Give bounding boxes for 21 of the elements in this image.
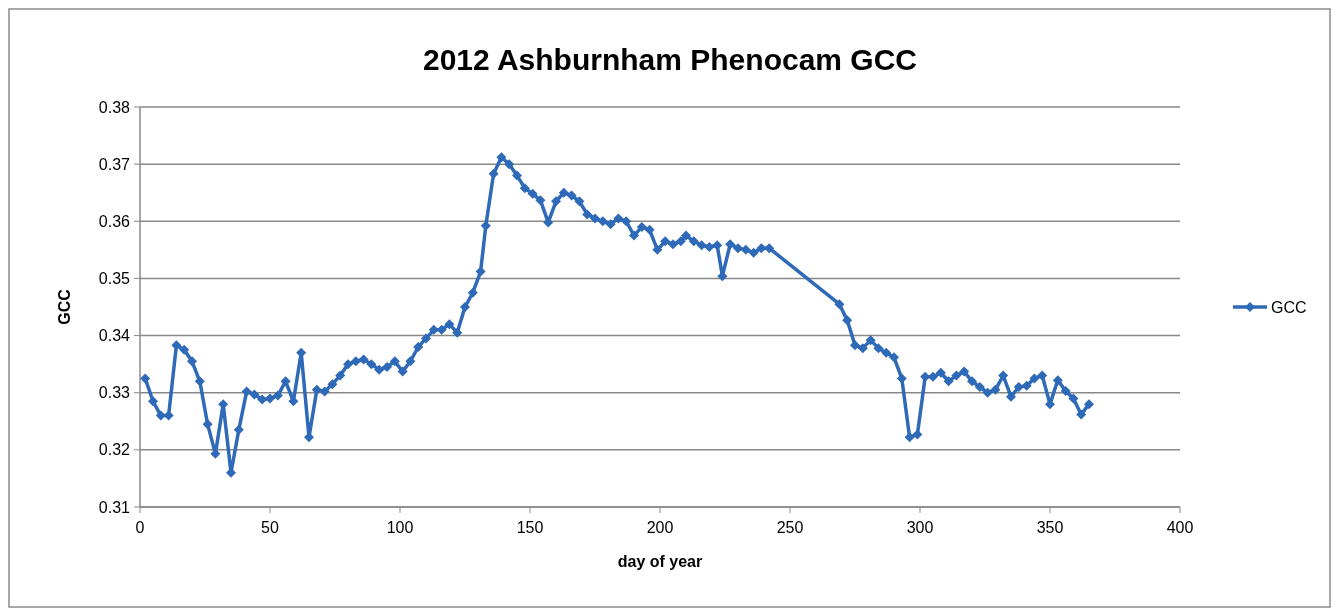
y-axis-title: GCC [56,288,73,325]
y-tick-label: 0.34 [98,327,131,345]
y-tick-label: 0.37 [98,155,131,173]
y-tick-label: 0.32 [98,441,131,459]
x-tick-label: 350 [1036,519,1064,536]
y-tick-label: 0.35 [98,270,131,288]
x-tick-label: 0 [135,519,145,536]
x-tick-label: 300 [906,519,934,536]
chart-title: 2012 Ashburnham Phenocam GCC [422,43,918,76]
x-tick-label: 200 [646,519,674,536]
x-tick-label: 100 [386,519,414,536]
x-tick-label: 250 [776,519,804,536]
x-tick-label: 50 [261,519,279,536]
legend-label: GCC [1271,298,1307,316]
y-tick-label: 0.36 [98,212,131,230]
x-tick-label: 150 [516,519,544,536]
y-tick-label: 0.31 [98,498,131,516]
x-axis-title: day of year [617,553,703,570]
y-tick-label: 0.33 [98,384,131,402]
y-tick-label: 0.38 [98,98,131,116]
x-tick-label: 400 [1166,519,1194,536]
